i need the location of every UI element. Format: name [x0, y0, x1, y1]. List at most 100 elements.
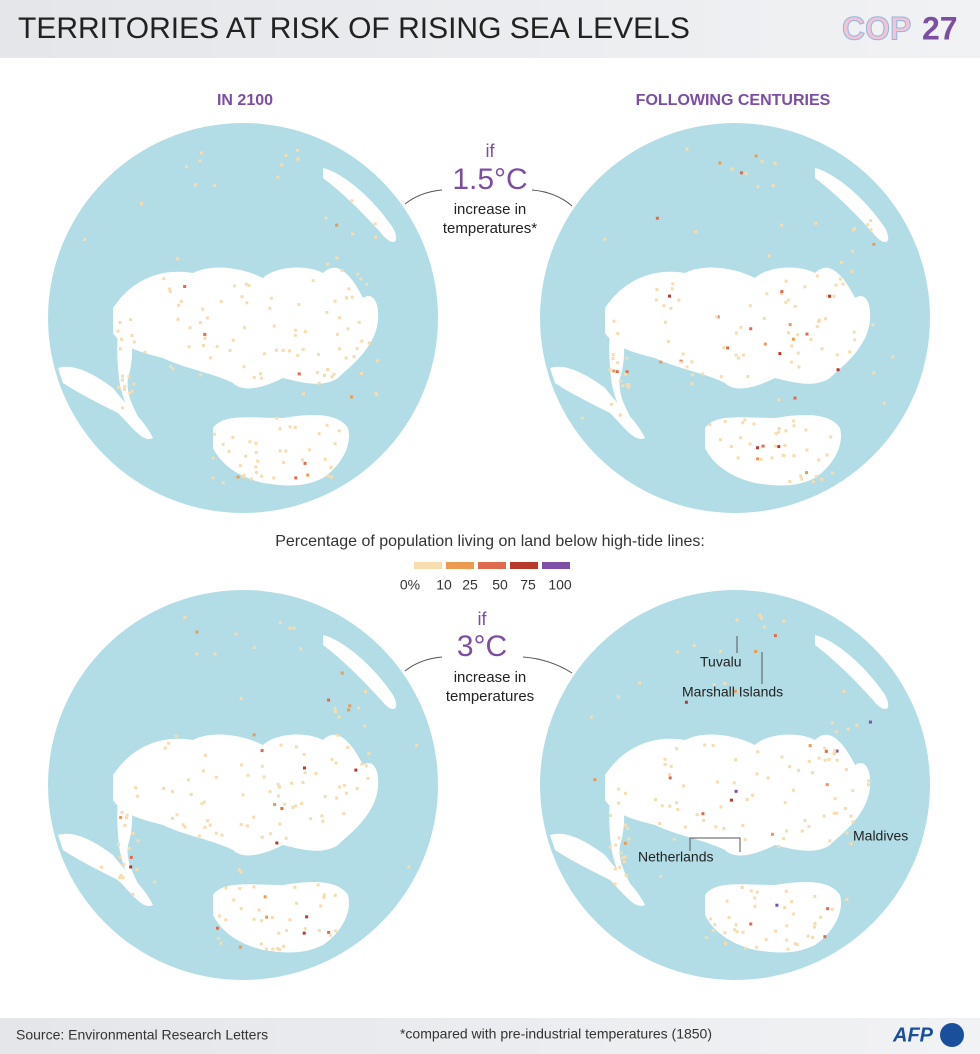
territory-dot — [272, 476, 276, 480]
scenario-temp: 1.5°C — [452, 163, 527, 196]
territory-dot — [762, 316, 766, 320]
territory-dot — [330, 475, 334, 479]
territory-dot — [189, 792, 193, 796]
territory-dot — [317, 381, 321, 385]
territory-dot — [739, 436, 743, 440]
territory-dot — [840, 260, 844, 264]
territory-dot — [842, 690, 846, 694]
territory-dot — [836, 368, 840, 372]
territory-dot — [872, 371, 876, 375]
territory-dot — [354, 768, 358, 772]
territory-dot — [685, 147, 689, 151]
territory-dot — [365, 282, 369, 286]
territory-dot — [294, 476, 298, 480]
territory-dot — [853, 338, 857, 342]
territory-dot — [260, 764, 264, 768]
territory-dot — [777, 430, 781, 434]
territory-dot — [263, 895, 267, 899]
territory-dot — [749, 889, 753, 893]
territory-dot — [181, 823, 185, 827]
territory-dot — [777, 426, 781, 430]
territory-dot — [322, 893, 326, 897]
territory-dot — [619, 851, 623, 855]
territory-dot — [788, 323, 792, 327]
territory-dot — [134, 786, 138, 790]
territory-dot — [819, 915, 823, 919]
territory-dot — [668, 294, 672, 298]
territory-dot — [727, 916, 731, 920]
territory-dot — [215, 345, 219, 349]
territory-dot — [690, 360, 694, 364]
territory-dot — [299, 647, 303, 651]
territory-dot — [617, 801, 621, 805]
territory-dot — [221, 442, 225, 446]
territory-dot — [806, 934, 810, 938]
territory-dot — [317, 432, 321, 436]
territory-dot — [845, 897, 849, 901]
territory-dot — [242, 365, 246, 369]
territory-dot — [701, 372, 705, 376]
territory-dot — [347, 287, 351, 291]
territory-dot — [749, 922, 753, 926]
territory-dot — [153, 880, 157, 884]
territory-dot — [760, 616, 764, 620]
territory-dot — [762, 625, 766, 629]
territory-dot — [835, 749, 839, 753]
territory-dot — [301, 458, 305, 462]
territory-dot — [610, 402, 614, 406]
territory-dot — [782, 837, 786, 841]
territory-dot — [834, 283, 838, 287]
territory-dot — [826, 294, 830, 298]
territory-dot — [244, 282, 248, 286]
territory-dot — [118, 321, 122, 325]
territory-dot — [708, 423, 712, 427]
territory-dot — [866, 783, 870, 787]
territory-dot — [784, 300, 788, 304]
territory-dot — [725, 899, 729, 903]
territory-dot — [755, 945, 759, 949]
territory-dot — [221, 481, 225, 485]
territory-dot — [823, 746, 827, 750]
scenario-if: if — [478, 609, 488, 629]
territory-dot — [215, 926, 219, 930]
territory-dot — [824, 749, 828, 753]
territory-dot — [690, 373, 694, 377]
territory-dot — [201, 769, 205, 773]
territory-dot — [622, 860, 626, 864]
territory-dot — [242, 326, 246, 330]
territory-dot — [589, 715, 593, 719]
territory-dot — [722, 346, 726, 350]
territory-dot — [682, 784, 686, 788]
territory-dot — [119, 815, 123, 819]
territory-dot — [306, 473, 310, 477]
territory-dot — [260, 749, 264, 753]
territory-dot — [291, 805, 295, 809]
territory-dot — [626, 826, 630, 830]
territory-dot — [352, 355, 356, 359]
territory-dot — [129, 865, 133, 869]
territory-dot — [118, 347, 122, 351]
territory-dot — [269, 832, 273, 836]
territory-dot — [637, 681, 641, 685]
scenario-temp: 3°C — [457, 630, 507, 663]
territory-dot — [347, 708, 351, 712]
territory-dot — [734, 758, 738, 762]
territory-dot — [374, 393, 378, 397]
territory-dot — [612, 369, 616, 373]
territory-dot — [831, 721, 835, 725]
territory-dot — [279, 743, 283, 747]
territory-dot — [296, 148, 300, 152]
territory-dot — [337, 429, 341, 433]
territory-dot — [231, 435, 235, 439]
territory-dot — [749, 327, 753, 331]
territory-dot — [214, 831, 218, 835]
territory-dot — [755, 772, 759, 776]
territory-dot — [302, 931, 306, 935]
territory-dot — [791, 788, 795, 792]
territory-dot — [715, 780, 719, 784]
legend-tick-label: 0% — [400, 577, 420, 593]
territory-dot — [783, 443, 787, 447]
territory-dot — [278, 947, 282, 951]
territory-dot — [820, 477, 824, 481]
